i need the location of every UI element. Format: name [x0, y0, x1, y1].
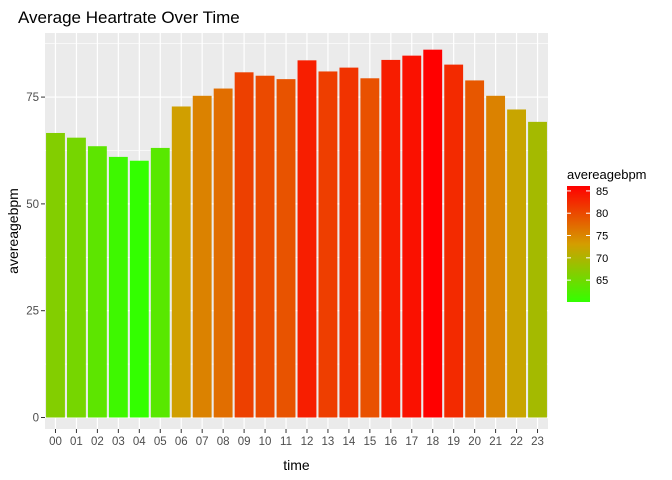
x-tick-label: 07 — [196, 436, 209, 448]
bar-03 — [108, 156, 128, 418]
y-axis: 0 25 50 75 — [26, 92, 45, 425]
bar-14 — [339, 67, 359, 418]
x-tick-label: 06 — [175, 436, 188, 448]
bar-22 — [507, 109, 526, 418]
x-tick-label: 00 — [49, 436, 62, 448]
bar-11 — [276, 79, 296, 418]
y-axis-title: avereagebpm — [5, 188, 21, 274]
bar-12 — [297, 60, 317, 418]
y-tick-label: 75 — [26, 92, 39, 104]
bar-06 — [171, 106, 191, 418]
x-axis: 00 01 02 03 04 05 06 07 08 09 10 11 12 13 14 15 16 17 18 19… — [49, 429, 544, 448]
x-tick-label: 17 — [405, 436, 418, 448]
bar-09 — [234, 72, 254, 418]
legend-tick-label: 80 — [596, 208, 608, 220]
bar-16 — [381, 59, 401, 418]
bar-05 — [150, 147, 170, 418]
x-tick-label: 14 — [342, 436, 355, 448]
bar-17 — [402, 55, 422, 418]
x-tick-label: 04 — [133, 436, 146, 448]
bar-01 — [67, 137, 86, 418]
legend-colorbar — [567, 186, 590, 302]
x-tick-label: 16 — [384, 436, 397, 448]
bar-04 — [129, 160, 149, 418]
bar-13 — [318, 71, 338, 418]
x-tick-label: 18 — [426, 436, 439, 448]
x-tick-label: 11 — [280, 436, 292, 448]
y-tick-label: 50 — [26, 199, 39, 211]
x-tick-label: 15 — [363, 436, 376, 448]
bars — [46, 49, 547, 418]
bar-19 — [444, 64, 464, 418]
x-tick-label: 21 — [489, 436, 502, 448]
y-tick-label: 0 — [33, 413, 39, 425]
legend-title: avereagebpm — [567, 167, 647, 182]
legend-ticks: 65 70 75 80 85 — [567, 186, 608, 287]
legend-tick-label: 75 — [596, 231, 608, 243]
x-tick-label: 12 — [301, 436, 314, 448]
bar-20 — [465, 80, 485, 418]
legend-tick-label: 70 — [596, 253, 608, 265]
bar-21 — [486, 95, 506, 418]
bar-23 — [528, 121, 547, 418]
legend-tick-label: 85 — [596, 186, 608, 198]
bar-07 — [192, 95, 212, 418]
legend: avereagebpm 65 70 75 80 85 — [567, 167, 647, 302]
x-tick-label: 08 — [217, 436, 230, 448]
panel-background — [45, 33, 548, 429]
bar-08 — [213, 88, 233, 418]
bar-15 — [360, 78, 380, 418]
x-tick-label: 02 — [91, 436, 104, 448]
x-tick-label: 09 — [238, 436, 251, 448]
x-tick-label: 10 — [259, 436, 272, 448]
x-tick-label: 13 — [322, 436, 335, 448]
bar-18 — [423, 49, 443, 418]
bar-02 — [87, 146, 107, 418]
x-tick-label: 03 — [112, 436, 125, 448]
x-tick-label: 22 — [510, 436, 523, 448]
x-axis-title: time — [283, 457, 310, 473]
plot-panel — [45, 33, 548, 429]
x-tick-label: 05 — [154, 436, 167, 448]
bar-10 — [255, 75, 275, 418]
bar-00 — [46, 132, 65, 418]
x-tick-label: 01 — [70, 436, 83, 448]
x-tick-label: 23 — [531, 436, 544, 448]
y-tick-label: 25 — [26, 306, 39, 318]
chart-title: Average Heartrate Over Time — [18, 8, 240, 27]
x-tick-label: 20 — [468, 436, 481, 448]
legend-tick-label: 65 — [596, 275, 608, 287]
x-tick-label: 19 — [447, 436, 460, 448]
